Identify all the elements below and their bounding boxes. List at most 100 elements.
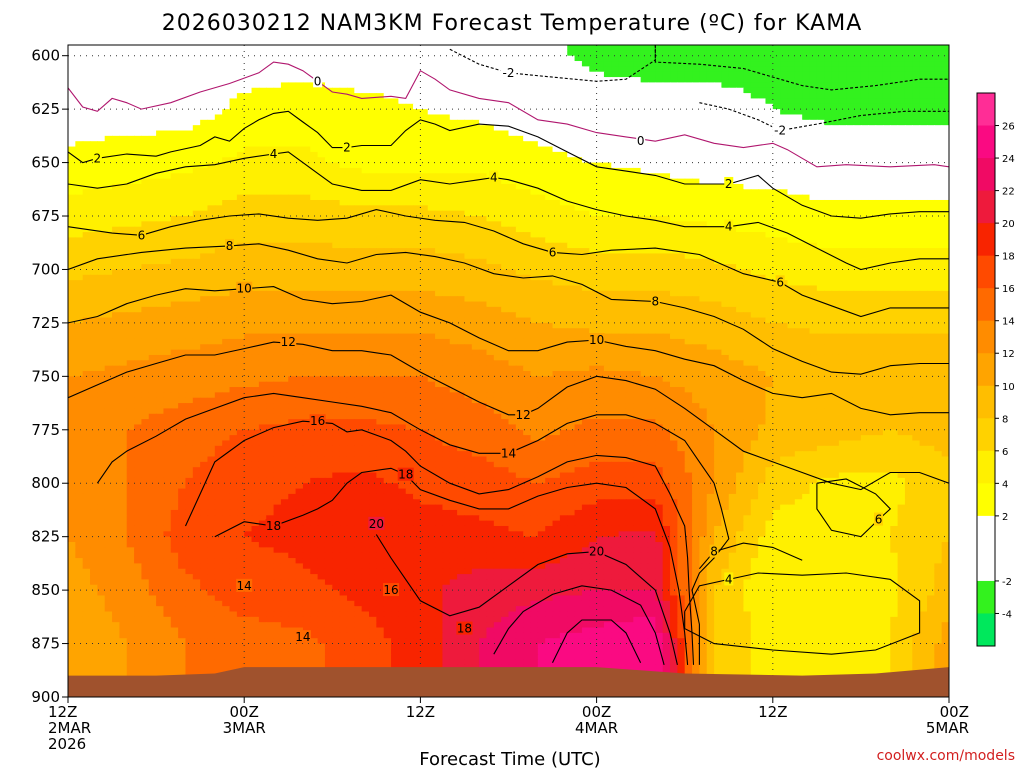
field-cell: [824, 151, 833, 158]
field-cell: [780, 242, 789, 249]
field-cell: [523, 151, 532, 158]
field-cell: [457, 173, 466, 180]
field-cell: [82, 114, 91, 121]
field-cell: [559, 77, 568, 84]
field-cell: [596, 103, 605, 110]
field-cell: [824, 50, 833, 57]
field-cell: [398, 98, 407, 105]
field-cell: [699, 232, 708, 238]
field-cell: [860, 221, 869, 228]
field-cell: [369, 232, 377, 238]
field-cell: [251, 189, 260, 196]
field-cell: [714, 189, 723, 196]
field-cell: [794, 237, 803, 244]
field-cell: [82, 221, 91, 228]
field-cell: [567, 237, 576, 244]
field-cell: [508, 242, 517, 249]
field-cell: [214, 178, 223, 185]
field-cell: [222, 167, 231, 174]
field-cell: [633, 258, 642, 265]
field-cell: [603, 77, 612, 84]
field-cell: [258, 82, 267, 89]
field-cell: [758, 226, 767, 233]
field-cell: [758, 258, 767, 265]
field-cell: [809, 178, 818, 185]
field-cell: [493, 119, 502, 126]
field-cell: [391, 173, 399, 180]
field-cell: [302, 141, 311, 148]
field-cell: [846, 71, 855, 78]
field-cell: [435, 66, 444, 73]
field-cell: [405, 119, 414, 126]
field-cell: [104, 258, 113, 265]
field-cell: [596, 178, 605, 185]
field-cell: [332, 210, 341, 217]
field-cell: [391, 55, 399, 62]
field-cell: [493, 226, 502, 233]
field-cell: [222, 87, 231, 94]
field-cell: [68, 205, 76, 212]
field-cell: [332, 221, 341, 228]
field-cell: [361, 183, 370, 190]
field-cell: [640, 98, 649, 105]
field-cell: [391, 183, 399, 190]
field-cell: [471, 183, 480, 190]
field-cell: [831, 50, 840, 57]
field-cell: [765, 205, 774, 212]
field-cell: [655, 61, 664, 67]
field-cell: [567, 71, 576, 78]
field-cell: [75, 87, 84, 94]
field-cell: [369, 253, 377, 260]
field-cell: [838, 141, 847, 148]
field-cell: [875, 135, 884, 142]
field-cell: [273, 221, 282, 228]
field-cell: [207, 221, 216, 228]
field-cell: [449, 103, 458, 110]
field-cell: [758, 199, 767, 206]
field-cell: [919, 71, 928, 78]
field-cell: [501, 178, 510, 185]
field-cell: [90, 173, 98, 180]
field-cell: [596, 93, 605, 100]
field-cell: [559, 194, 568, 201]
field-cell: [890, 93, 899, 100]
field-cell: [486, 141, 495, 148]
field-cell: [662, 130, 671, 137]
field-cell: [369, 77, 377, 84]
field-cell: [185, 189, 194, 196]
field-cell: [288, 141, 297, 148]
field-cell: [479, 66, 488, 73]
field-cell: [332, 242, 341, 249]
field-cell: [611, 205, 620, 212]
field-cell: [941, 114, 949, 121]
field-cell: [185, 210, 194, 217]
field-cell: [919, 248, 928, 255]
field-cell: [919, 61, 928, 67]
field-cell: [662, 157, 671, 164]
field-cell: [530, 167, 539, 174]
field-cell: [662, 98, 671, 105]
field-cell: [809, 199, 818, 206]
field-cell: [545, 199, 554, 206]
field-cell: [714, 45, 723, 51]
field-cell: [655, 157, 664, 164]
field-cell: [192, 157, 201, 164]
field-cell: [339, 93, 348, 100]
field-cell: [339, 210, 348, 217]
field-cell: [794, 189, 803, 196]
field-cell: [317, 103, 326, 110]
field-cell: [677, 141, 686, 148]
field-cell: [882, 82, 891, 89]
field-cell: [354, 253, 363, 260]
field-cell: [625, 66, 634, 73]
field-cell: [545, 82, 554, 89]
field-cell: [904, 167, 913, 174]
field-cell: [618, 242, 627, 249]
field-cell: [743, 194, 752, 201]
field-cell: [603, 119, 612, 126]
field-cell: [787, 82, 796, 89]
field-cell: [141, 82, 150, 89]
field-cell: [647, 253, 656, 260]
field-cell: [68, 135, 76, 142]
field-cell: [765, 135, 774, 142]
